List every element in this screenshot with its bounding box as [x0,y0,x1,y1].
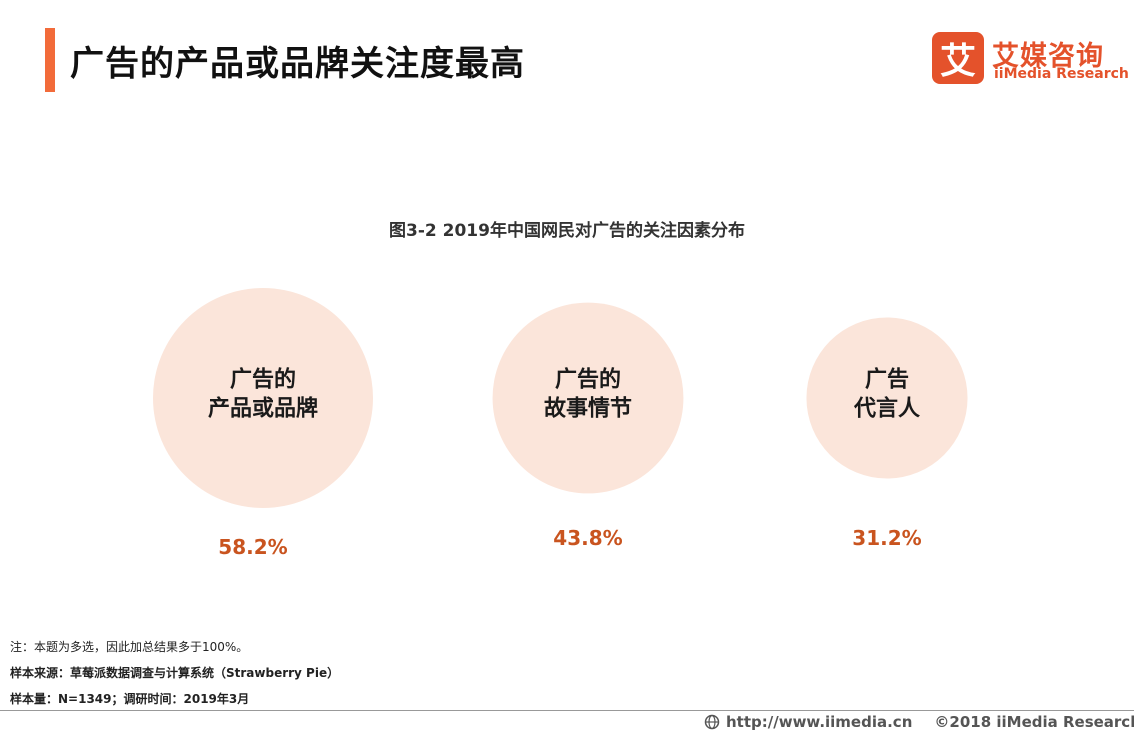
logo-name-cn: 艾媒咨询 [992,41,1104,72]
bubble-label-3-line-1: 广告 [865,367,909,393]
note-source: 样本来源：草莓派数据调查与计算系统（Strawberry Pie） [10,666,340,680]
page-title: 广告的产品或品牌关注度最高 [70,44,525,84]
bubble-label-2-line-1: 广告的 [555,367,621,393]
value-label-3: 31.2% [852,526,921,550]
logo-name-en: iiMedia Research [994,66,1129,82]
bubble-label-2-line-2: 故事情节 [544,396,632,422]
note-sample: 样本量：N=1349；调研时间：2019年3月 [10,692,250,706]
footer-url[interactable]: http://www.iimedia.cn [726,713,913,731]
globe-icon [704,714,720,730]
bubble-label-1-line-1: 广告的 [230,367,296,393]
value-label-2: 43.8% [553,526,622,550]
footer-copyright: ©2018 iiMedia Research Inc [934,713,1134,731]
logo-mark-icon: 艾 [932,32,984,84]
title-accent-bar [45,28,55,92]
value-label-1: 58.2% [218,535,287,559]
bubble-label-3-line-2: 代言人 [853,396,920,422]
note-multi-select: 注：本题为多选，因此加总结果多于100%。 [10,640,249,654]
bubble-1 [153,288,373,508]
notes: 注：本题为多选，因此加总结果多于100%。 样本来源：草莓派数据调查与计算系统（… [10,634,339,712]
brand-logo: 艾 艾媒咨询 iiMedia Research [932,32,1129,86]
bubble-2 [492,302,684,494]
footer-divider [0,710,1134,711]
bubble-3 [806,317,968,479]
chart-title: 图3-2 2019年中国网民对广告的关注因素分布 [389,221,745,241]
bubble-label-1-line-2: 产品或品牌 [208,396,318,422]
footer: http://www.iimedia.cn ©2018 iiMedia Rese… [704,713,1134,731]
